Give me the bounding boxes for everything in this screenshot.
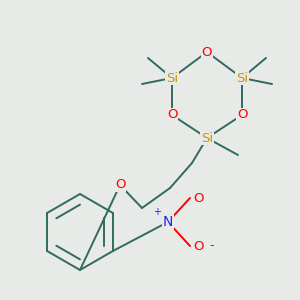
Text: Si: Si [236, 71, 248, 85]
Text: Si: Si [201, 131, 213, 145]
Text: N: N [163, 215, 173, 229]
Text: O: O [115, 178, 125, 191]
Text: O: O [167, 109, 177, 122]
Text: +: + [153, 207, 161, 217]
Text: -: - [210, 239, 214, 253]
Text: O: O [237, 109, 247, 122]
Text: O: O [193, 239, 203, 253]
Text: O: O [193, 191, 203, 205]
Text: O: O [202, 46, 212, 59]
Text: Si: Si [166, 71, 178, 85]
